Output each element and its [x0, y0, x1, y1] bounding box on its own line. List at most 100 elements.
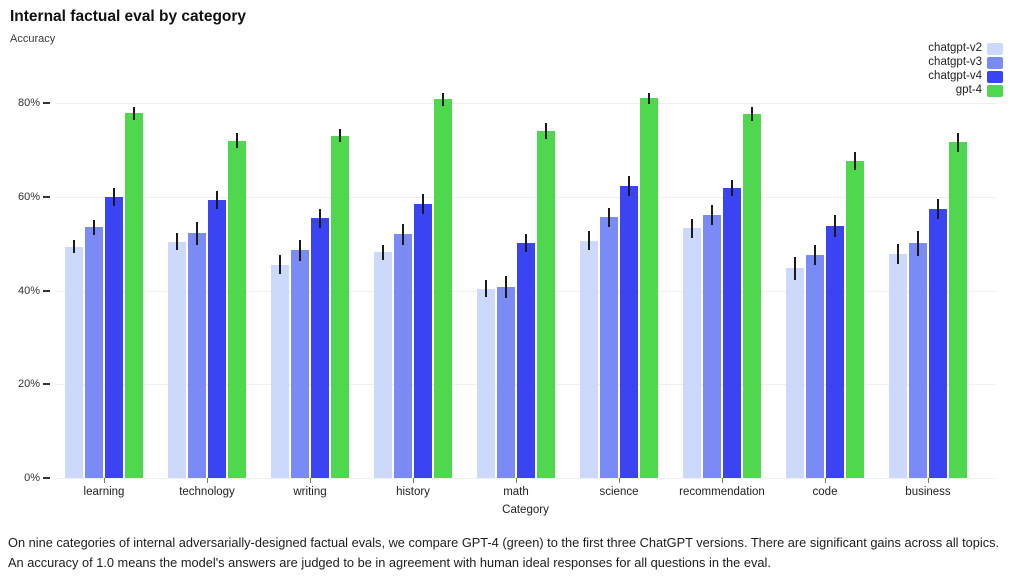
y-tick-label: 0% — [24, 472, 40, 484]
error-bar-chatgpt-v4-recommendation — [731, 180, 733, 197]
bar-chatgpt-v2-recommendation — [683, 228, 701, 478]
error-bar-chatgpt-v3-science — [608, 208, 610, 227]
error-bar-chatgpt-v2-recommendation — [691, 218, 693, 238]
error-bar-chatgpt-v3-writing — [299, 239, 301, 261]
bar-chatgpt-v4-writing — [311, 218, 329, 478]
error-bar-chatgpt-v2-technology — [176, 233, 178, 251]
legend-label-chatgpt-v3: chatgpt-v3 — [928, 56, 982, 68]
bar-gpt-4-learning — [125, 113, 143, 478]
error-bar-chatgpt-v3-history — [402, 223, 404, 245]
y-axis-title: Accuracy — [10, 33, 56, 45]
error-bar-chatgpt-v3-learning — [93, 219, 95, 235]
bar-chatgpt-v3-recommendation — [703, 215, 721, 478]
legend-swatch-gpt-4 — [987, 84, 1003, 97]
error-bar-chatgpt-v4-math — [525, 233, 527, 252]
error-bar-chatgpt-v2-math — [485, 280, 487, 298]
legend-swatch-chatgpt-v2 — [987, 42, 1003, 55]
figure-caption: On nine categories of internal adversari… — [8, 535, 1000, 570]
bar-gpt-4-code — [846, 161, 864, 478]
error-bar-chatgpt-v2-science — [588, 231, 590, 251]
y-axis-tick — [43, 383, 50, 386]
bar-gpt-4-recommendation — [743, 113, 761, 478]
error-bar-chatgpt-v2-learning — [73, 240, 75, 254]
category-label-technology: technology — [179, 486, 235, 498]
bar-chatgpt-v2-math — [477, 288, 495, 478]
bar-chatgpt-v4-history — [414, 203, 432, 478]
error-bar-chatgpt-v3-code — [814, 244, 816, 266]
bar-gpt-4-history — [434, 99, 452, 478]
gridline-60% — [55, 196, 996, 198]
error-bar-chatgpt-v3-technology — [196, 221, 198, 246]
y-tick-label: 80% — [17, 97, 40, 109]
x-axis-tick — [619, 478, 620, 483]
legend-label-gpt-4: gpt-4 — [955, 84, 982, 96]
bar-chatgpt-v3-learning — [85, 227, 103, 478]
error-bar-chatgpt-v3-business — [917, 230, 919, 256]
category-label-writing: writing — [293, 486, 327, 498]
legend-label-chatgpt-v4: chatgpt-v4 — [928, 70, 982, 82]
legend-swatch-chatgpt-v4 — [987, 70, 1003, 83]
chart-legend: chatgpt-v2 chatgpt-v3 chatgpt-v4 gpt-4 — [928, 42, 1003, 97]
x-axis-tick — [310, 478, 311, 483]
bar-chatgpt-v2-learning — [65, 246, 83, 478]
error-bar-gpt-4-technology — [236, 133, 238, 148]
y-tick-label: 20% — [17, 378, 40, 391]
x-axis-tick — [104, 478, 105, 483]
x-axis-tick — [207, 478, 208, 483]
legend-swatch-chatgpt-v3 — [987, 56, 1003, 69]
bar-gpt-4-writing — [331, 135, 349, 478]
error-bar-chatgpt-v4-history — [422, 193, 424, 214]
error-bar-chatgpt-v4-technology — [216, 191, 218, 209]
error-bar-chatgpt-v4-business — [937, 198, 939, 220]
error-bar-gpt-4-learning — [133, 106, 135, 120]
bar-chatgpt-v2-history — [374, 252, 392, 478]
y-tick-label: 40% — [17, 284, 40, 297]
category-label-history: history — [396, 486, 430, 498]
y-axis-tick — [43, 477, 50, 479]
bar-chatgpt-v4-science — [620, 185, 638, 478]
error-bar-chatgpt-v3-recommendation — [711, 204, 713, 226]
x-axis-title: Category — [502, 504, 549, 516]
error-bar-gpt-4-science — [648, 92, 650, 104]
category-label-business: business — [905, 486, 951, 498]
error-bar-chatgpt-v2-writing — [279, 255, 281, 275]
bar-chatgpt-v4-business — [929, 208, 947, 478]
error-bar-chatgpt-v2-business — [897, 243, 899, 265]
error-bar-gpt-4-recommendation — [751, 106, 753, 121]
error-bar-chatgpt-v4-learning — [113, 187, 115, 206]
error-bar-gpt-4-business — [957, 133, 959, 152]
legend-item-chatgpt-v4: chatgpt-v4 — [928, 70, 1003, 83]
bar-chatgpt-v2-science — [580, 240, 598, 478]
bar-chatgpt-v4-math — [517, 242, 535, 478]
gridline-0% — [55, 478, 996, 479]
bar-chatgpt-v3-science — [600, 217, 618, 478]
category-label-recommendation: recommendation — [679, 486, 765, 498]
bar-chatgpt-v3-business — [909, 243, 927, 478]
legend-label-chatgpt-v2: chatgpt-v2 — [928, 42, 982, 54]
legend-item-chatgpt-v3: chatgpt-v3 — [928, 56, 1003, 69]
error-bar-gpt-4-math — [545, 123, 547, 140]
error-bar-gpt-4-history — [442, 92, 444, 106]
bar-chatgpt-v3-math — [497, 287, 515, 478]
y-axis-tick — [43, 102, 50, 104]
y-axis-tick — [43, 195, 50, 198]
legend-item-chatgpt-v2: chatgpt-v2 — [928, 42, 1003, 55]
error-bar-gpt-4-writing — [339, 129, 341, 143]
category-label-math: math — [503, 486, 529, 498]
error-bar-chatgpt-v2-code — [794, 257, 796, 280]
chart-title: Internal factual eval by category — [10, 8, 247, 25]
bar-chatgpt-v2-technology — [168, 241, 186, 478]
bar-chatgpt-v2-writing — [271, 264, 289, 478]
y-tick-label: 60% — [17, 190, 40, 203]
error-bar-gpt-4-code — [854, 152, 856, 171]
bar-chatgpt-v3-writing — [291, 250, 309, 478]
error-bar-chatgpt-v2-history — [382, 244, 384, 260]
error-bar-chatgpt-v3-math — [505, 275, 507, 299]
x-axis-tick — [516, 478, 517, 483]
gridline-80% — [55, 103, 996, 104]
bar-gpt-4-science — [640, 98, 658, 478]
x-axis-tick — [928, 478, 929, 483]
x-axis-tick — [413, 478, 414, 483]
bar-chatgpt-v4-code — [826, 225, 844, 478]
bar-gpt-4-business — [949, 142, 967, 478]
